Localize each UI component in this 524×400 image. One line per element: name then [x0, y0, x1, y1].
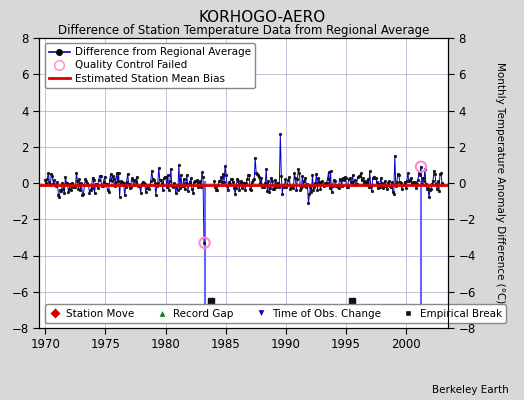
- Point: [417, 164, 425, 170]
- Legend: Station Move, Record Gap, Time of Obs. Change, Empirical Break: Station Move, Record Gap, Time of Obs. C…: [45, 304, 506, 323]
- Y-axis label: Monthly Temperature Anomaly Difference (°C): Monthly Temperature Anomaly Difference (…: [495, 62, 505, 304]
- Text: Berkeley Earth: Berkeley Earth: [432, 385, 508, 395]
- Point: [200, 240, 209, 246]
- Title: Difference of Station Temperature Data from Regional Average: Difference of Station Temperature Data f…: [58, 24, 429, 37]
- Text: KORHOGO-AERO: KORHOGO-AERO: [199, 10, 325, 25]
